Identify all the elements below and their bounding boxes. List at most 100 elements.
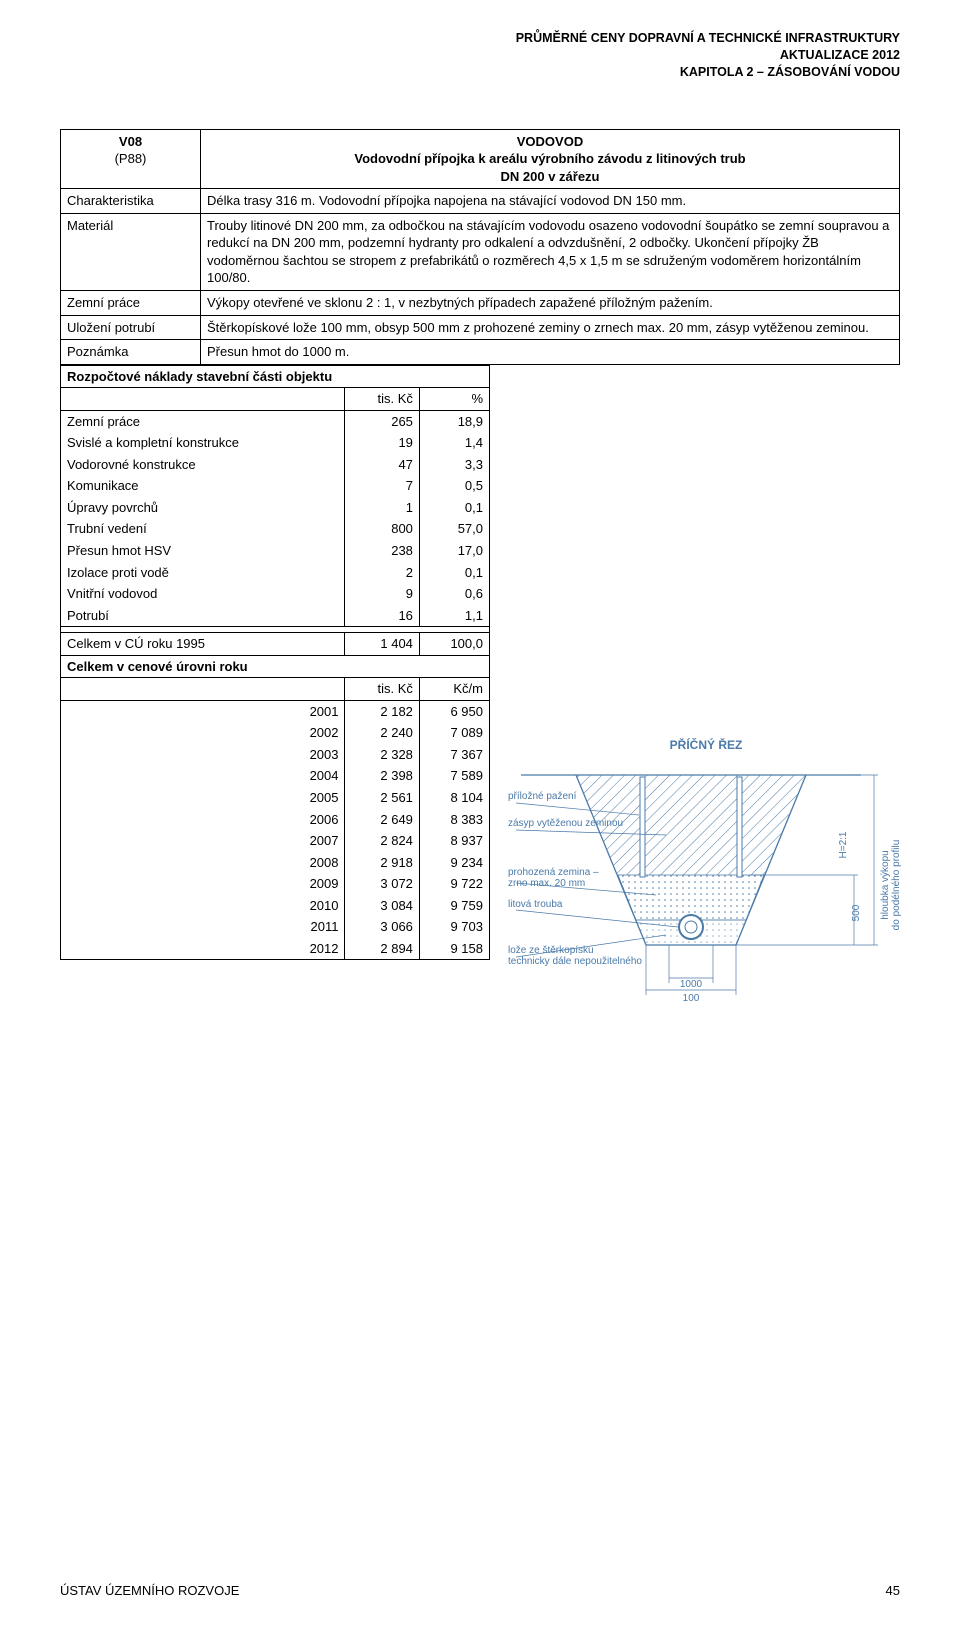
level-v2-0: 6 950 — [419, 700, 489, 722]
costs-title: Rozpočtové náklady stavební části objekt… — [61, 365, 490, 388]
header-line1: PRŮMĚRNÉ CENY DOPRAVNÍ A TECHNICKÉ INFRA… — [60, 30, 900, 47]
cost-v1-1: 19 — [345, 432, 419, 454]
info-text-3: Štěrkopískové lože 100 mm, obsyp 500 mm … — [201, 315, 900, 340]
level-v1-11: 2 894 — [345, 938, 419, 960]
footer-left: ÚSTAV ÚZEMNÍHO ROZVOJE — [60, 1583, 239, 1598]
level-y-6: 2007 — [61, 830, 345, 852]
info-text-0: Délka trasy 316 m. Vodovodní přípojka na… — [201, 189, 900, 214]
cross-section-figure: PŘÍČNÝ ŘEZ příložné pažení zásyp vytěžen… — [506, 735, 906, 1035]
level-v1-1: 2 240 — [345, 722, 419, 744]
lbl-hloubka2: do podélného profilu — [891, 840, 902, 931]
cross-section-svg: PŘÍČNÝ ŘEZ příložné pažení zásyp vytěžen… — [506, 735, 906, 1035]
lbl-zasyp: zásyp vytěženou zeminou — [508, 818, 623, 829]
page-footer: ÚSTAV ÚZEMNÍHO ROZVOJE 45 — [60, 1583, 900, 1598]
dim-100: 100 — [683, 993, 700, 1004]
title-line3: DN 200 v zářezu — [207, 168, 893, 186]
title-cell: VODOVOD Vodovodní přípojka k areálu výro… — [201, 129, 900, 189]
cost-v1-0: 265 — [345, 410, 419, 432]
level-y-7: 2008 — [61, 852, 345, 874]
cost-v2-3: 0,5 — [419, 475, 489, 497]
level-v2-10: 9 703 — [419, 916, 489, 938]
level-y-2: 2003 — [61, 744, 345, 766]
footer-right: 45 — [886, 1583, 900, 1598]
cost-v2-8: 0,6 — [419, 583, 489, 605]
info-label-3: Uložení potrubí — [61, 315, 201, 340]
level-v2-7: 9 234 — [419, 852, 489, 874]
empty-cell2 — [61, 678, 345, 701]
level-v2-2: 7 367 — [419, 744, 489, 766]
cost-cat-1: Svislé a kompletní konstrukce — [61, 432, 345, 454]
level-v2-5: 8 383 — [419, 809, 489, 831]
cost-v1-3: 7 — [345, 475, 419, 497]
level-y-1: 2002 — [61, 722, 345, 744]
empty-cell — [61, 388, 345, 411]
level-col1: tis. Kč — [345, 678, 419, 701]
fig-title: PŘÍČNÝ ŘEZ — [670, 737, 743, 752]
level-v2-6: 8 937 — [419, 830, 489, 852]
cost-v2-1: 1,4 — [419, 432, 489, 454]
title-line2: Vodovodní přípojka k areálu výrobního zá… — [207, 150, 893, 168]
lbl-prohoz1: prohozená zemina – — [508, 867, 599, 878]
info-text-4: Přesun hmot do 1000 m. — [201, 340, 900, 365]
level-y-0: 2001 — [61, 700, 345, 722]
header-line3: KAPITOLA 2 – ZÁSOBOVÁNÍ VODOU — [60, 64, 900, 81]
level-y-4: 2005 — [61, 787, 345, 809]
level-v1-9: 3 084 — [345, 895, 419, 917]
cost-cat-7: Izolace proti vodě — [61, 562, 345, 584]
page-header: PRŮMĚRNÉ CENY DOPRAVNÍ A TECHNICKÉ INFRA… — [60, 30, 900, 81]
level-y-3: 2004 — [61, 765, 345, 787]
cost-cat-0: Zemní práce — [61, 410, 345, 432]
info-text-2: Výkopy otevřené ve sklonu 2 : 1, v nezby… — [201, 291, 900, 316]
lbl-hloubka1: hloubka výkopu — [880, 850, 891, 920]
level-y-10: 2011 — [61, 916, 345, 938]
lbl-prohoz2: zrno max. 20 mm — [508, 878, 585, 889]
lbl-loze1: lože ze štěrkopísku — [508, 945, 594, 956]
cost-cat-2: Vodorovné konstrukce — [61, 454, 345, 476]
level-y-8: 2009 — [61, 873, 345, 895]
cost-v2-4: 0,1 — [419, 497, 489, 519]
level-v1-4: 2 561 — [345, 787, 419, 809]
cost-v1-7: 2 — [345, 562, 419, 584]
cost-cat-8: Vnitřní vodovod — [61, 583, 345, 605]
cost-cat-6: Přesun hmot HSV — [61, 540, 345, 562]
cost-cat-5: Trubní vedení — [61, 518, 345, 540]
cost-v1-8: 9 — [345, 583, 419, 605]
level-y-11: 2012 — [61, 938, 345, 960]
level-v1-0: 2 182 — [345, 700, 419, 722]
info-label-1: Materiál — [61, 213, 201, 290]
header-line2: AKTUALIZACE 2012 — [60, 47, 900, 64]
code2: (P88) — [115, 151, 147, 166]
cost-cat-9: Potrubí — [61, 605, 345, 627]
info-label-0: Charakteristika — [61, 189, 201, 214]
cost-v2-7: 0,1 — [419, 562, 489, 584]
total-label: Celkem v CÚ roku 1995 — [61, 633, 345, 656]
level-v1-5: 2 649 — [345, 809, 419, 831]
level-v2-8: 9 722 — [419, 873, 489, 895]
cost-v1-9: 16 — [345, 605, 419, 627]
info-table: V08 (P88) VODOVOD Vodovodní přípojka k a… — [60, 129, 900, 365]
cost-v1-6: 238 — [345, 540, 419, 562]
total-v2: 100,0 — [419, 633, 489, 656]
info-text-1: Trouby litinové DN 200 mm, za odbočkou n… — [201, 213, 900, 290]
level-v1-6: 2 824 — [345, 830, 419, 852]
lbl-pazeni: příložné pažení — [508, 791, 577, 802]
code-cell: V08 (P88) — [61, 129, 201, 189]
level-v2-1: 7 089 — [419, 722, 489, 744]
info-label-4: Poznámka — [61, 340, 201, 365]
cost-v2-2: 3,3 — [419, 454, 489, 476]
cost-cat-4: Úpravy povrchů — [61, 497, 345, 519]
title-line1: VODOVOD — [207, 133, 893, 151]
cost-cat-3: Komunikace — [61, 475, 345, 497]
lbl-loze2: technicky dále nepoužitelného — [508, 956, 642, 967]
level-v1-3: 2 398 — [345, 765, 419, 787]
level-col2: Kč/m — [419, 678, 489, 701]
level-v2-11: 9 158 — [419, 938, 489, 960]
level-v2-4: 8 104 — [419, 787, 489, 809]
cost-v2-6: 17,0 — [419, 540, 489, 562]
cost-v2-9: 1,1 — [419, 605, 489, 627]
cost-v1-5: 800 — [345, 518, 419, 540]
lbl-trouba: litová trouba — [508, 899, 563, 910]
level-title: Celkem v cenové úrovni roku — [61, 655, 490, 678]
cost-v2-5: 57,0 — [419, 518, 489, 540]
total-v1: 1 404 — [345, 633, 419, 656]
